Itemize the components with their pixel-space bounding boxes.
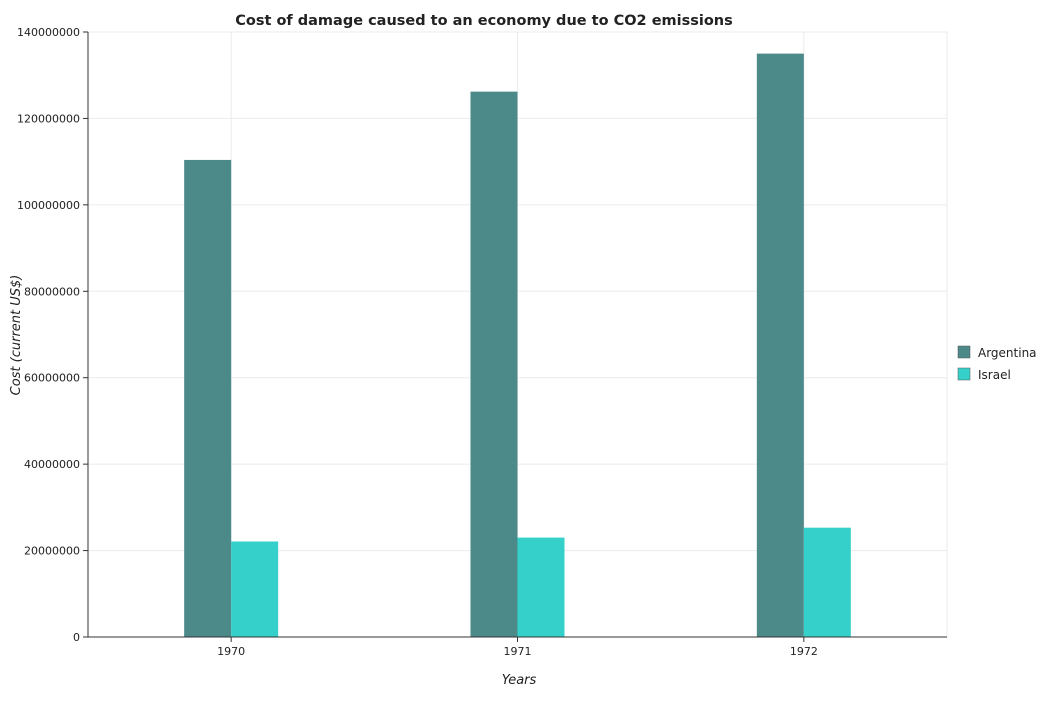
bar-argentina-1971 xyxy=(470,91,518,637)
y-tick-label: 100000000 xyxy=(17,199,80,212)
bar-israel-1972 xyxy=(803,527,851,637)
y-tick-label: 0 xyxy=(73,631,80,644)
legend-swatch-argentina xyxy=(957,345,971,359)
bars xyxy=(184,53,851,638)
bar-israel-1970 xyxy=(231,541,279,637)
bar-israel-1971 xyxy=(517,537,565,637)
legend-swatch-israel xyxy=(957,367,971,381)
bar-argentina-1970 xyxy=(184,159,232,637)
x-axis-label: Years xyxy=(502,673,537,688)
x-tick-label: 1972 xyxy=(790,645,818,658)
y-tick-label: 60000000 xyxy=(24,372,80,385)
axes xyxy=(83,31,947,642)
legend-label-argentina: Argentina xyxy=(978,346,1037,360)
y-tick-label: 20000000 xyxy=(24,545,80,558)
bar-argentina-1972 xyxy=(756,53,804,638)
x-tick-label: 1970 xyxy=(217,645,245,658)
y-tick-label: 120000000 xyxy=(17,112,80,125)
legend-label-israel: Israel xyxy=(978,368,1011,382)
y-axis-label: Cost (current US$) xyxy=(9,275,24,396)
x-tick-labels: 1970 1971 1972 xyxy=(217,645,818,658)
chart-title: Cost of damage caused to an economy due … xyxy=(235,13,733,29)
y-tick-label: 80000000 xyxy=(24,285,80,298)
x-tick-label: 1971 xyxy=(504,645,532,658)
y-tick-label: 40000000 xyxy=(24,458,80,471)
y-tick-label: 140000000 xyxy=(17,26,80,39)
y-tick-labels: 0 20000000 40000000 60000000 80000000 1000000… xyxy=(17,26,80,644)
legend: Argentina Israel xyxy=(957,345,1037,382)
